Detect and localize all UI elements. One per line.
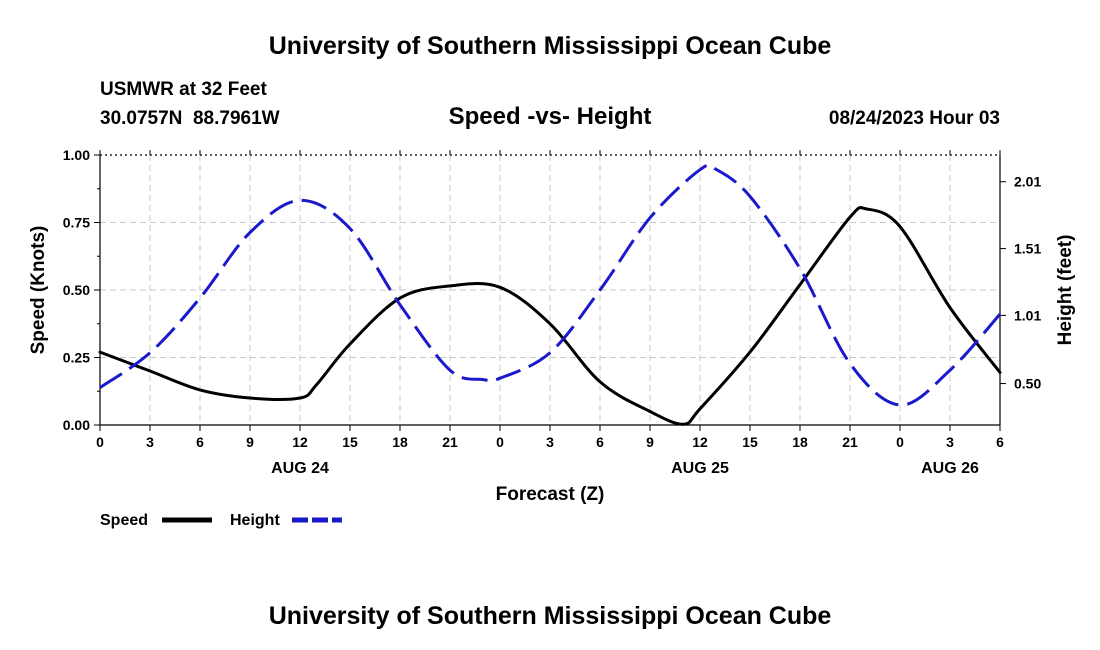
date-label: AUG 25 bbox=[671, 460, 729, 477]
y-tick-label: 0.25 bbox=[63, 350, 90, 366]
x-tick-label: 21 bbox=[442, 434, 458, 450]
legend-label-speed: Speed bbox=[100, 512, 148, 529]
x-tick-label: 0 bbox=[896, 434, 904, 450]
x-tick-label: 18 bbox=[392, 434, 408, 450]
y-axis-label: Speed (Knots) bbox=[28, 226, 49, 355]
x-tick-label: 15 bbox=[342, 434, 358, 450]
x-tick-label: 0 bbox=[96, 434, 104, 450]
y-tick-label: 1.00 bbox=[63, 147, 90, 163]
grid bbox=[100, 155, 1000, 425]
series-line-height bbox=[99, 163, 1002, 407]
y2-tick-label: 0.50 bbox=[1014, 376, 1041, 392]
x-axis-label: Forecast (Z) bbox=[496, 484, 605, 505]
series bbox=[98, 163, 1002, 426]
legend-label-height: Height bbox=[230, 512, 280, 529]
y2-tick-label: 2.01 bbox=[1014, 174, 1041, 190]
x-tick-label: 9 bbox=[246, 434, 254, 450]
footer-title: University of Southern Mississippi Ocean… bbox=[269, 602, 832, 630]
x-tick-label: 3 bbox=[146, 434, 154, 450]
coordinates-label: 30.0757N 88.7961W bbox=[100, 108, 280, 129]
x-tick-label: 0 bbox=[496, 434, 504, 450]
legend: Speed Height bbox=[100, 512, 342, 529]
series-line-speed bbox=[98, 206, 1002, 426]
station-label: USMWR at 32 Feet bbox=[100, 79, 267, 100]
axes: 0 3 6 9 12 15 18 21 0 3 6 9 12 15 18 21 0 3 6 0.00 0.25 0.50 0… bbox=[63, 147, 1042, 477]
x-tick-label: 9 bbox=[646, 434, 654, 450]
datetime-label: 08/24/2023 Hour 03 bbox=[829, 108, 1000, 129]
y2-axis-label: Height (feet) bbox=[1055, 235, 1076, 346]
y-tick-label: 0.00 bbox=[63, 417, 90, 433]
x-tick-label: 21 bbox=[842, 434, 858, 450]
x-tick-label: 12 bbox=[292, 434, 308, 450]
x-tick-label: 6 bbox=[596, 434, 604, 450]
page-title: University of Southern Mississippi Ocean… bbox=[269, 32, 832, 60]
y-tick-label: 0.50 bbox=[63, 282, 90, 298]
y-tick-label: 0.75 bbox=[63, 215, 90, 231]
x-tick-label: 12 bbox=[692, 434, 708, 450]
x-tick-label: 18 bbox=[792, 434, 808, 450]
date-label: AUG 24 bbox=[271, 460, 329, 477]
x-tick-label: 15 bbox=[742, 434, 758, 450]
x-tick-label: 3 bbox=[546, 434, 554, 450]
y2-tick-label: 1.01 bbox=[1014, 307, 1041, 323]
chart-title: Speed -vs- Height bbox=[449, 103, 652, 130]
x-tick-label: 6 bbox=[996, 434, 1004, 450]
x-tick-label: 3 bbox=[946, 434, 954, 450]
date-label: AUG 26 bbox=[921, 460, 979, 477]
y2-tick-label: 1.51 bbox=[1014, 241, 1041, 257]
x-tick-label: 6 bbox=[196, 434, 204, 450]
